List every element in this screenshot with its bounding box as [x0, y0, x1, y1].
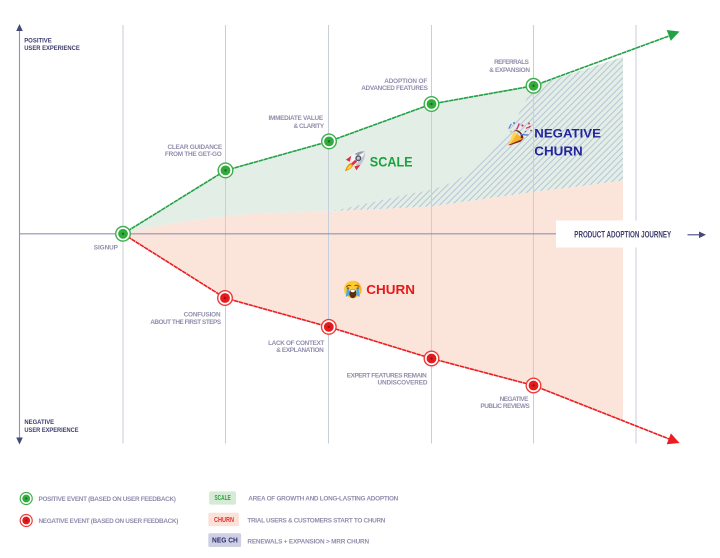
svg-text:NEGATIVE: NEGATIVE [24, 419, 54, 426]
svg-text:PUBLIC REVIEWS: PUBLIC REVIEWS [480, 403, 530, 410]
svg-text:CHURN: CHURN [534, 145, 582, 159]
svg-text:CLEAR GUIDANCE: CLEAR GUIDANCE [168, 144, 223, 151]
svg-text:USER EXPERIENCE: USER EXPERIENCE [24, 45, 80, 52]
svg-text:EXPERT FEATURES REMAIN: EXPERT FEATURES REMAIN [347, 373, 427, 380]
svg-text:POSITIVE: POSITIVE [24, 38, 52, 45]
svg-text:NEGATIVE EVENT (BASED ON USER: NEGATIVE EVENT (BASED ON USER FEEDBACK) [39, 518, 179, 525]
svg-text:RENEWALS + EXPANSION > MRR CHU: RENEWALS + EXPANSION > MRR CHURN [247, 539, 369, 546]
svg-text:PRODUCT ADOPTION JOURNEY: PRODUCT ADOPTION JOURNEY [574, 230, 671, 240]
svg-text:CONFUSION: CONFUSION [184, 311, 221, 318]
svg-text:USER EXPERIENCE: USER EXPERIENCE [24, 427, 78, 434]
svg-text:NEGATIVE: NEGATIVE [534, 126, 601, 140]
svg-text:NEG CH: NEG CH [212, 538, 238, 545]
svg-text:UNDISCOVERED: UNDISCOVERED [378, 379, 428, 386]
svg-text:ABOUT THE FIRST STEPS: ABOUT THE FIRST STEPS [150, 319, 222, 326]
svg-text:NEGATIVE: NEGATIVE [500, 396, 530, 403]
svg-text:TRIAL USERS & CUSTOMERS START: TRIAL USERS & CUSTOMERS START TO CHURN [247, 517, 385, 524]
svg-text:CHURN: CHURN [366, 282, 415, 297]
svg-text:& EXPLANATION: & EXPLANATION [276, 347, 324, 354]
svg-text:& EXPANSION: & EXPANSION [489, 67, 530, 74]
svg-text:SCALE: SCALE [215, 495, 231, 502]
svg-text:FROM THE GET-GO: FROM THE GET-GO [165, 151, 222, 158]
svg-text:& CLARITY: & CLARITY [294, 123, 325, 130]
svg-text:CHURN: CHURN [214, 517, 234, 524]
svg-text:IMMEDIATE VALUE: IMMEDIATE VALUE [269, 115, 324, 122]
svg-text:ADVANCED FEATURES: ADVANCED FEATURES [361, 85, 428, 92]
svg-text:LACK OF CONTEXT: LACK OF CONTEXT [268, 340, 324, 347]
svg-text:ADOPTION OF: ADOPTION OF [384, 78, 427, 85]
svg-text:SCALE: SCALE [370, 154, 413, 169]
svg-text:POSITIVE EVENT (BASED ON USER: POSITIVE EVENT (BASED ON USER FEEDBACK) [39, 496, 176, 503]
svg-text:REFERRALS: REFERRALS [494, 59, 530, 66]
svg-text:SIGNUP: SIGNUP [94, 244, 119, 251]
svg-text:AREA OF GROWTH AND LONG-LASTIN: AREA OF GROWTH AND LONG-LASTING ADOPTION [248, 496, 398, 503]
